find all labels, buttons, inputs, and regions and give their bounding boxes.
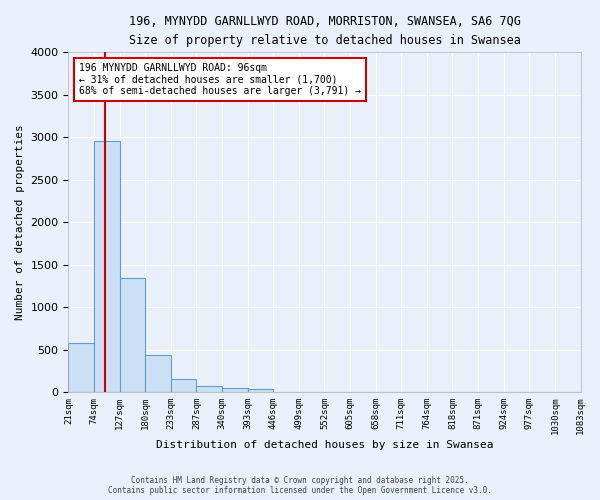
Bar [171,379,196,392]
Bar [94,140,119,392]
Y-axis label: Number of detached properties: Number of detached properties [15,124,25,320]
Text: 196 MYNYDD GARNLLWYD ROAD: 96sqm
← 31% of detached houses are smaller (1,700)
68: 196 MYNYDD GARNLLWYD ROAD: 96sqm ← 31% o… [79,62,361,96]
Bar [119,278,145,392]
Bar [145,356,171,392]
Bar [222,388,248,392]
Bar [196,386,222,392]
Title: 196, MYNYDD GARNLLWYD ROAD, MORRISTON, SWANSEA, SA6 7QG
Size of property relativ: 196, MYNYDD GARNLLWYD ROAD, MORRISTON, S… [128,15,520,47]
Bar [248,389,273,392]
Text: Contains HM Land Registry data © Crown copyright and database right 2025.
Contai: Contains HM Land Registry data © Crown c… [108,476,492,495]
Bar [68,342,94,392]
X-axis label: Distribution of detached houses by size in Swansea: Distribution of detached houses by size … [156,440,493,450]
